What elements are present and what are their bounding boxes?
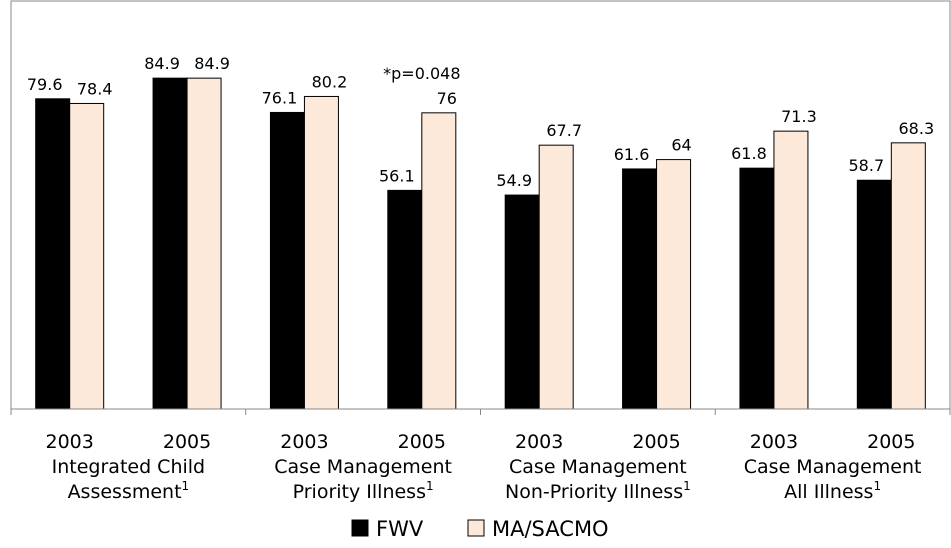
data-label: 79.6 — [27, 75, 63, 94]
data-label: 58.7 — [849, 156, 885, 175]
x-tick-label: 2005 — [632, 431, 680, 453]
bar-ma-sacmo — [421, 112, 457, 410]
x-tick-label: 2003 — [280, 431, 328, 453]
data-label: 78.4 — [77, 79, 113, 98]
x-tick-label: 2003 — [750, 431, 798, 453]
bar-fwv — [622, 168, 658, 410]
x-tick-label: 2005 — [867, 431, 915, 453]
bar-ma-sacmo — [186, 77, 222, 410]
bar-ma-sacmo — [538, 144, 574, 410]
legend-swatch-fwv — [351, 519, 369, 537]
data-label: 56.1 — [379, 166, 415, 185]
x-tick-label: 2005 — [163, 431, 211, 453]
data-label: 76 — [437, 89, 457, 108]
legend-label: FWV — [376, 517, 424, 541]
bar-ma-sacmo — [303, 95, 339, 410]
data-label: 71.3 — [781, 107, 817, 126]
x-group-label: Integrated Child — [52, 456, 205, 478]
x-tick-label: 2003 — [46, 431, 94, 453]
legend-label: MA/SACMO — [492, 517, 609, 541]
data-label: 61.8 — [731, 144, 767, 163]
footnote-marker: 1 — [683, 479, 691, 493]
bar-ma-sacmo — [773, 130, 809, 410]
bar-ma-sacmo — [890, 142, 926, 410]
x-group-label: All Illness1 — [784, 479, 881, 503]
data-label: 61.6 — [614, 145, 650, 164]
legend-swatch-ma-sacmo — [467, 519, 485, 537]
significance-annotation: *p=0.048 — [383, 64, 460, 83]
bar-fwv — [856, 179, 892, 410]
x-group-label: Non-Priority Illness1 — [505, 479, 691, 503]
bar-fwv — [152, 77, 188, 410]
bar-fwv — [739, 167, 775, 410]
data-label: 67.7 — [546, 121, 582, 140]
bar-fwv — [35, 98, 71, 410]
bar-fwv — [504, 194, 540, 410]
legend: FWV MA/SACMO — [351, 517, 609, 541]
x-group-label: Case Management — [744, 456, 922, 478]
x-tick-label: 2005 — [398, 431, 446, 453]
data-label: 80.2 — [312, 72, 348, 91]
footnote-marker: 1 — [182, 479, 190, 493]
x-group-label: Case Management — [509, 456, 687, 478]
footnote-marker: 1 — [426, 479, 434, 493]
data-label: 84.9 — [144, 54, 180, 73]
bar-ma-sacmo — [69, 102, 105, 410]
x-group-label: Assessment1 — [68, 479, 190, 503]
data-label: 68.3 — [899, 119, 935, 138]
bar-fwv — [269, 111, 305, 410]
data-label: 76.1 — [262, 88, 298, 107]
data-label: 54.9 — [496, 171, 532, 190]
x-tick-label: 2003 — [515, 431, 563, 453]
data-label: 84.9 — [194, 54, 230, 73]
x-group-label: Case Management — [274, 456, 452, 478]
data-label: 64 — [671, 136, 691, 155]
footnote-marker: 1 — [873, 479, 881, 493]
bar-ma-sacmo — [656, 159, 692, 410]
bar-fwv — [387, 189, 423, 410]
x-group-label: Priority Illness1 — [293, 479, 434, 503]
